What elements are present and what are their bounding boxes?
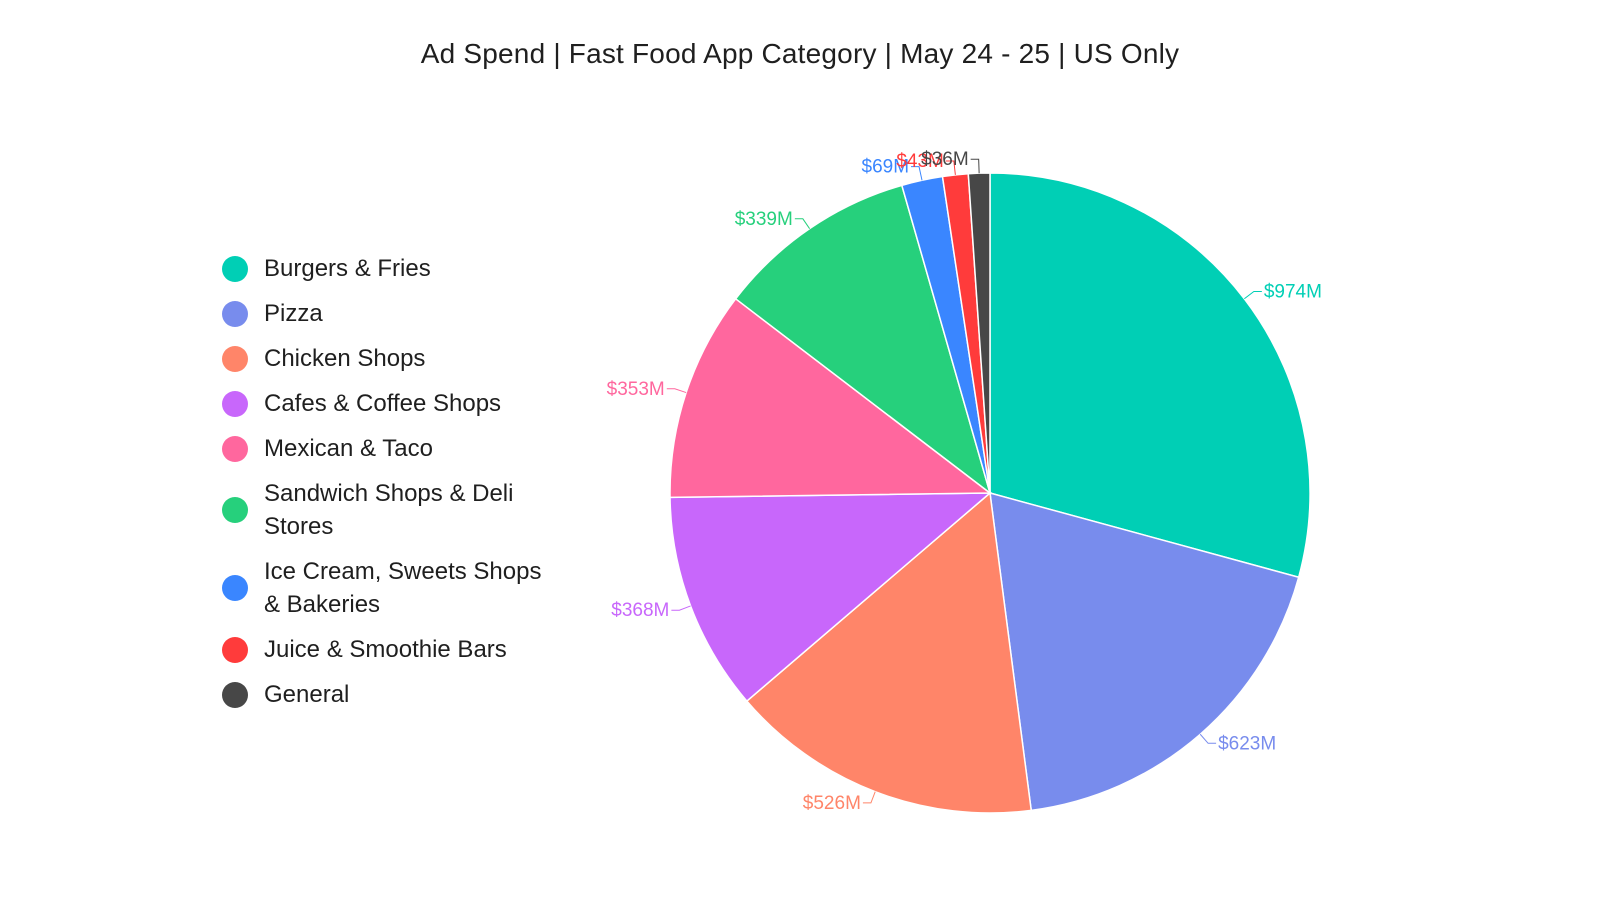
slice-leader-line: [1199, 733, 1217, 744]
legend-swatch: [222, 300, 248, 327]
slice-value-label: $69M: [862, 157, 910, 178]
legend-item[interactable]: Ice Cream, Sweets Shops & Bakeries: [222, 555, 562, 621]
legend-label: Sandwich Shops & Deli Stores: [264, 480, 514, 540]
legend-label: Pizza: [264, 300, 323, 327]
slice-leader-line: [970, 158, 980, 174]
legend-label: Mexican & Taco: [264, 435, 433, 462]
slice-value-label: $43M: [896, 151, 944, 172]
legend-label: Juice & Smoothie Bars: [264, 636, 507, 663]
legend-swatch: [222, 636, 248, 663]
chart-legend: Burgers & Fries Pizza Chicken Shops Cafes &…: [222, 252, 562, 723]
legend-item[interactable]: General: [222, 678, 562, 711]
slice-leader-line: [671, 605, 691, 611]
slice-value-label: $339M: [735, 209, 793, 230]
legend-item[interactable]: Juice & Smoothie Bars: [222, 633, 562, 666]
slice-leader-line: [862, 791, 876, 804]
slice-value-label: $974M: [1264, 282, 1322, 303]
slice-value-label: $36M: [921, 149, 969, 170]
slice-leader-line: [911, 166, 923, 181]
legend-item[interactable]: Chicken Shops: [222, 342, 562, 375]
legend-item[interactable]: Mexican & Taco: [222, 432, 562, 465]
pie-slice[interactable]: [967, 172, 991, 494]
legend-swatch: [222, 390, 248, 417]
slice-leader-line: [666, 388, 687, 394]
legend-item[interactable]: Cafes & Coffee Shops: [222, 387, 562, 420]
pie-slice[interactable]: [669, 297, 993, 499]
slice-leader-line: [945, 160, 956, 175]
legend-swatch: [222, 435, 248, 462]
legend-item[interactable]: Pizza: [222, 297, 562, 330]
legend-label: Burgers & Fries: [264, 255, 431, 282]
legend-item[interactable]: Sandwich Shops & Deli Stores: [222, 477, 562, 543]
legend-swatch: [222, 345, 248, 372]
legend-swatch: [222, 575, 248, 601]
slice-value-label: $368M: [611, 600, 669, 621]
legend-swatch: [222, 255, 248, 282]
legend-label: Cafes & Coffee Shops: [264, 390, 502, 417]
slice-value-label: $623M: [1218, 733, 1276, 754]
pie-slice[interactable]: [745, 491, 1033, 814]
legend-swatch: [222, 497, 248, 523]
chart-title: Ad Spend | Fast Food App Category | May …: [420, 38, 1180, 69]
slice-leader-line: [1244, 291, 1262, 300]
legend-label: General: [264, 681, 350, 708]
slice-value-label: $526M: [803, 793, 861, 814]
legend-label: Chicken Shops: [264, 345, 426, 372]
legend-item[interactable]: Burgers & Fries: [222, 252, 562, 285]
slice-leader-line: [794, 218, 811, 229]
legend-label: Ice Cream, Sweets Shops & Bakeries: [264, 558, 542, 618]
legend-swatch: [222, 681, 248, 708]
slice-value-label: $353M: [607, 379, 665, 400]
pie-slice[interactable]: [669, 492, 993, 703]
